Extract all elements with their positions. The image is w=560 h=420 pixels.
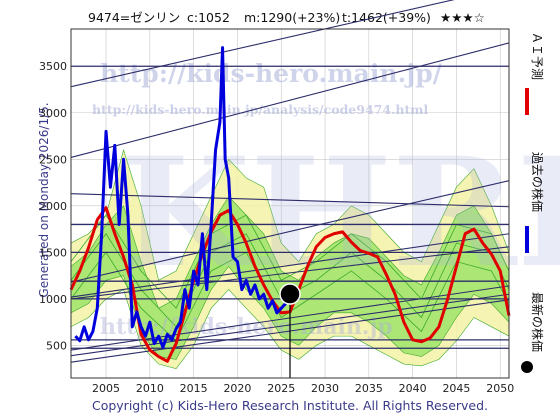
x-tick-2040: 2040 [399, 382, 427, 395]
x-tick-2020: 2020 [223, 382, 251, 395]
y-tick-3500: 3500 [39, 60, 67, 73]
header-rating: ★★★☆ [440, 10, 485, 25]
x-tick-2010: 2010 [136, 382, 164, 395]
legend-past-label: 過去の株価 [530, 152, 545, 212]
x-tick-2030: 2030 [311, 382, 339, 395]
plot-area: KHRI http://kids-hero.main.jp/ http://ki… [69, 0, 560, 378]
x-tick-2035: 2035 [355, 382, 383, 395]
plot-frame [70, 28, 510, 379]
header-code-name: 9474=ゼンリン [88, 10, 180, 25]
y-axis-ticks: 500 1000 1500 2000 2500 3000 3500 [39, 60, 67, 352]
header-mid-target: m:1290(+23%) [244, 10, 340, 25]
header-current-price: c:1052 [187, 10, 230, 25]
trend-line-0 [70, 0, 455, 88]
y-tick-3000: 3000 [39, 107, 67, 120]
x-tick-2025: 2025 [267, 382, 295, 395]
y-tick-1500: 1500 [39, 246, 67, 259]
latest-marker [279, 283, 301, 378]
trend-line-4 [70, 233, 510, 298]
header-target: t:1462(+39%) [342, 10, 431, 25]
band-line-1 [70, 251, 510, 342]
copyright-text: Copyright (c) Kids-Hero Research Institu… [92, 398, 488, 413]
y-tick-2500: 2500 [39, 153, 67, 166]
trend-line-1 [70, 42, 510, 158]
y-tick-2000: 2000 [39, 200, 67, 213]
series-past-line [74, 46, 292, 349]
watermark-big: KHRI [120, 125, 560, 301]
legend-item-latest: 最新の株価 [521, 292, 545, 373]
legend-item-past: 過去の株価 [525, 152, 545, 253]
x-tick-2005: 2005 [92, 382, 120, 395]
watermark-url-analysis: http://kids-hero.main.jp/analysis/code94… [92, 102, 428, 117]
legend-latest-label: 最新の株価 [530, 292, 545, 352]
x-tick-2015: 2015 [180, 382, 208, 395]
x-axis-ticks: 2005 2010 2015 2020 2025 2030 2035 2040 2045 2050 [92, 382, 514, 395]
x-tick-2045: 2045 [442, 382, 470, 395]
legend-ai-label: ＡＩ予測 [530, 32, 544, 80]
band-line-2 [70, 214, 510, 309]
legend-latest-swatch [521, 361, 533, 373]
x-tick-2050: 2050 [486, 382, 514, 395]
generated-date-label: Generated on Monday 2026/1/5. [37, 102, 51, 297]
legend-item-ai: ＡＩ予測 [525, 32, 544, 115]
y-tick-1000: 1000 [39, 293, 67, 306]
trend-line-3 [70, 180, 510, 283]
y-tick-500: 500 [46, 339, 67, 352]
legend: ＡＩ予測 過去の株価 最新の株価 [521, 32, 545, 373]
watermark-url: http://kids-hero.main.jp/ [100, 59, 443, 88]
trend-line-5 [70, 246, 510, 300]
trend-line-2 [70, 193, 510, 208]
latest-price-dot [279, 283, 301, 305]
chart-header: 9474=ゼンリン c:1052 m:1290(+23%) t:1462(+39… [88, 10, 485, 25]
